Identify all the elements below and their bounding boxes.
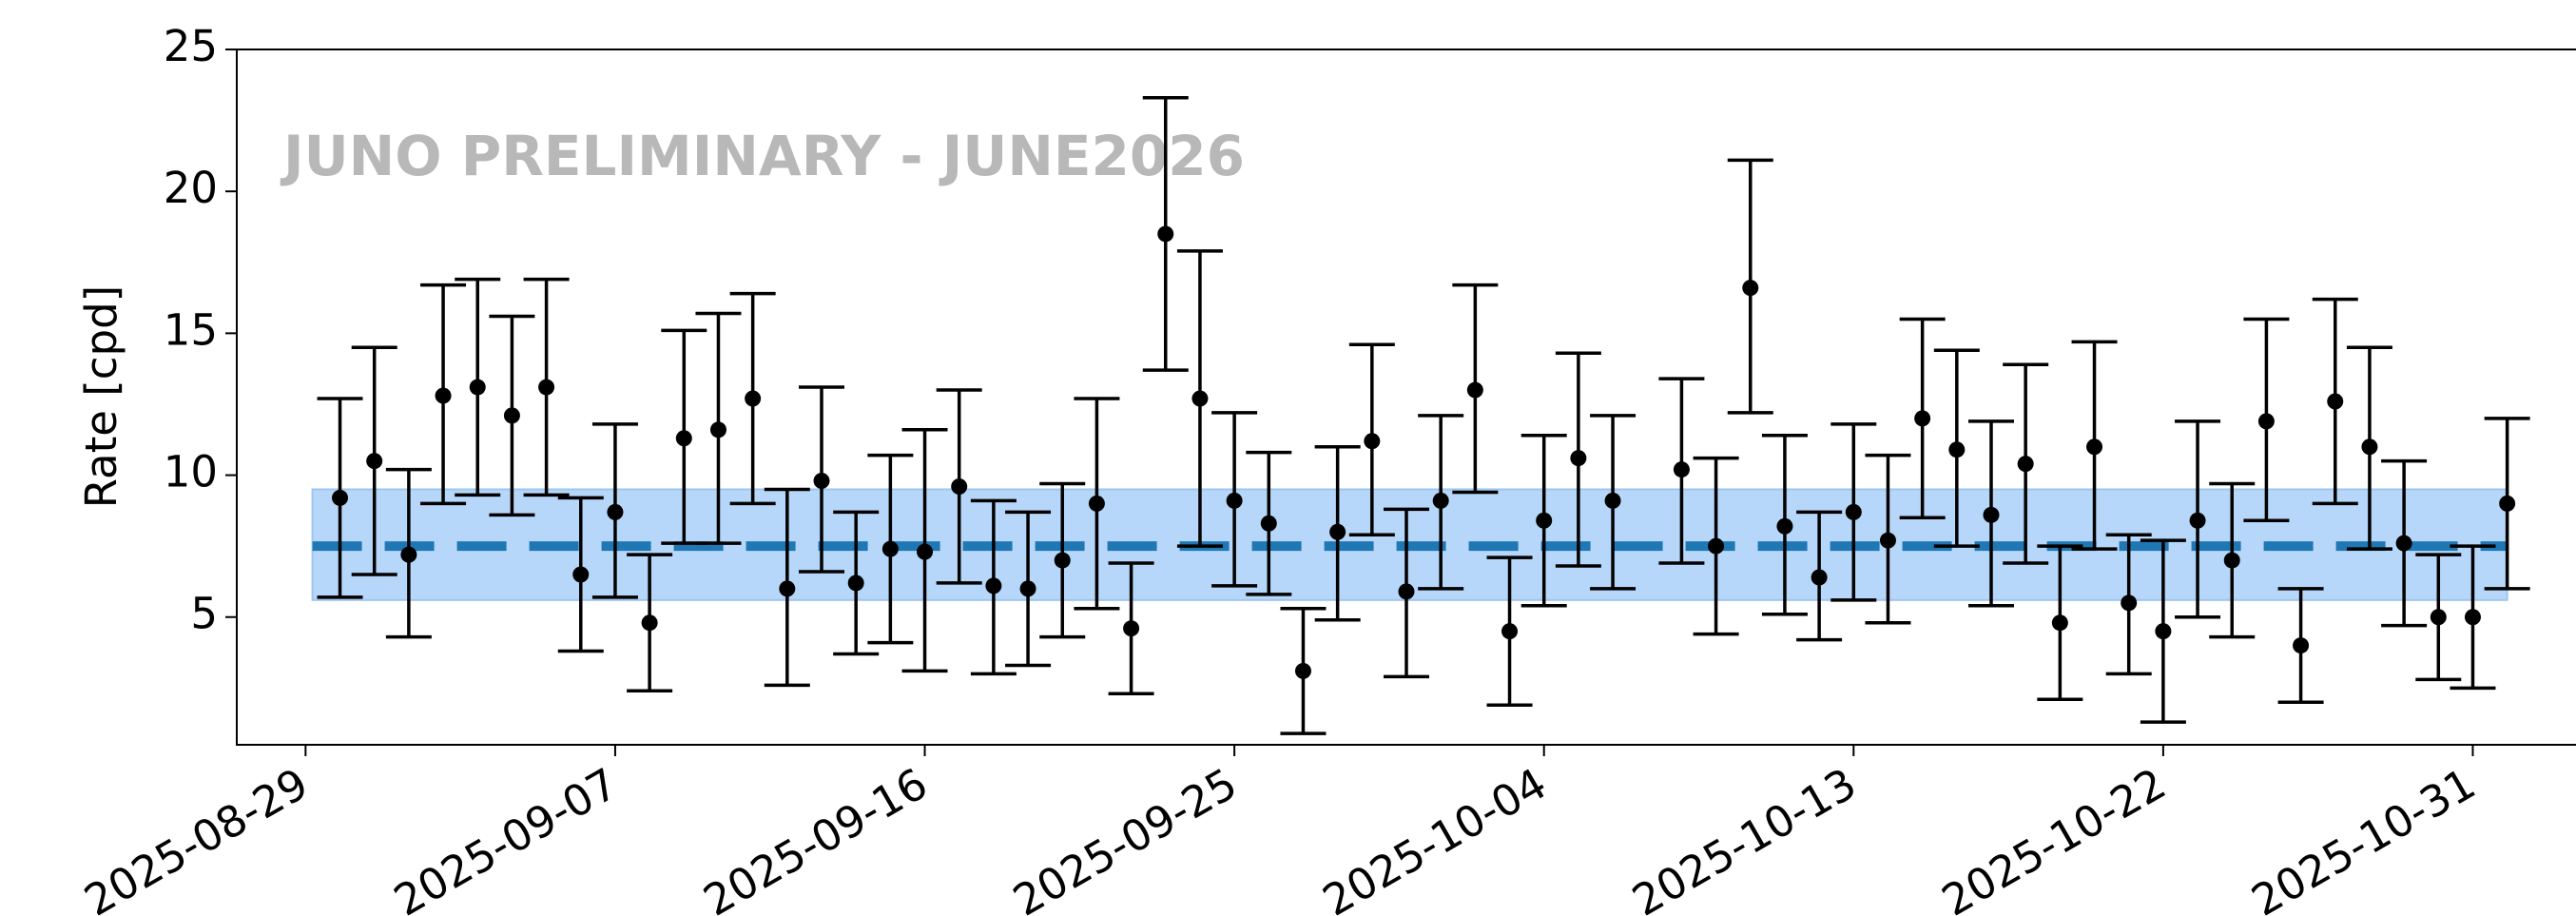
x-tick-label: 2025-09-07 bbox=[385, 758, 626, 916]
data-point bbox=[1432, 492, 1449, 509]
y-tick-label: 10 bbox=[164, 447, 218, 497]
data-point bbox=[1845, 503, 1862, 520]
data-point bbox=[1983, 506, 2000, 523]
data-point bbox=[745, 390, 762, 407]
data-point bbox=[400, 546, 417, 563]
data-point bbox=[2223, 552, 2240, 569]
data-point bbox=[1776, 517, 1793, 535]
data-point bbox=[985, 577, 1002, 594]
data-point bbox=[2121, 594, 2138, 612]
data-point bbox=[2257, 413, 2275, 430]
data-point bbox=[2361, 439, 2378, 456]
data-point bbox=[1226, 492, 1243, 509]
data-point bbox=[641, 614, 658, 632]
data-point bbox=[1879, 532, 1896, 549]
data-point bbox=[1536, 512, 1553, 529]
data-point bbox=[572, 566, 590, 583]
y-tick-label: 20 bbox=[164, 163, 218, 213]
data-point bbox=[2395, 535, 2412, 552]
data-point bbox=[1157, 225, 1174, 243]
x-tick-label: 2025-09-25 bbox=[1005, 758, 1246, 916]
data-point bbox=[1191, 390, 1209, 407]
data-point bbox=[1708, 537, 1725, 555]
data-point bbox=[1260, 515, 1277, 532]
x-tick-label: 2025-09-16 bbox=[695, 758, 936, 916]
y-tick-label: 15 bbox=[164, 304, 218, 355]
data-point bbox=[366, 453, 383, 470]
data-point bbox=[2155, 623, 2172, 640]
x-tick-label: 2025-10-04 bbox=[1314, 758, 1555, 916]
data-point bbox=[1123, 620, 1140, 637]
data-point bbox=[1088, 495, 1105, 512]
axes-frame bbox=[236, 49, 2576, 746]
data-point bbox=[1294, 662, 1311, 679]
data-point bbox=[503, 407, 520, 424]
data-point bbox=[1948, 441, 1966, 458]
data-point bbox=[1054, 552, 1071, 569]
data-point bbox=[1914, 410, 1931, 427]
data-point bbox=[607, 503, 624, 520]
data-point bbox=[2017, 456, 2034, 473]
watermark: JUNO PRELIMINARY - JUNE2026 bbox=[280, 124, 1245, 188]
data-point bbox=[2464, 609, 2481, 626]
y-tick-label: 5 bbox=[190, 589, 218, 639]
data-point bbox=[709, 421, 726, 439]
data-point bbox=[1811, 569, 1828, 586]
data-point bbox=[2189, 512, 2206, 529]
data-point bbox=[951, 477, 968, 495]
data-point bbox=[675, 430, 692, 447]
data-point bbox=[1673, 461, 1690, 478]
data-point bbox=[2051, 614, 2068, 632]
data-point bbox=[1019, 580, 1036, 597]
data-point bbox=[1364, 433, 1381, 450]
data-point bbox=[2086, 439, 2103, 456]
x-tick-label: 2025-10-31 bbox=[2243, 758, 2484, 916]
x-tick-label: 2025-08-29 bbox=[76, 758, 317, 916]
data-point bbox=[332, 489, 349, 506]
data-point bbox=[847, 575, 864, 592]
data-point bbox=[881, 540, 899, 557]
data-point bbox=[1742, 280, 1759, 297]
data-point bbox=[2430, 609, 2447, 626]
data-point bbox=[1466, 381, 1483, 399]
data-point bbox=[1604, 492, 1621, 509]
y-axis-label: Rate [cpd] bbox=[76, 285, 126, 508]
data-point bbox=[813, 473, 830, 490]
data-point bbox=[917, 543, 934, 560]
x-tick-label: 2025-10-13 bbox=[1624, 758, 1865, 916]
y-tick-label: 25 bbox=[164, 21, 218, 71]
data-point bbox=[538, 379, 555, 396]
data-point bbox=[1398, 583, 1415, 600]
data-point bbox=[469, 379, 486, 396]
data-point bbox=[2499, 495, 2516, 512]
data-point bbox=[2293, 637, 2310, 654]
data-point bbox=[779, 580, 796, 597]
x-tick-label: 2025-10-22 bbox=[1933, 758, 2174, 916]
data-point bbox=[1329, 523, 1346, 540]
data-point bbox=[435, 387, 452, 404]
data-point bbox=[1501, 623, 1519, 640]
data-point bbox=[1570, 450, 1587, 467]
data-point bbox=[2327, 393, 2344, 410]
